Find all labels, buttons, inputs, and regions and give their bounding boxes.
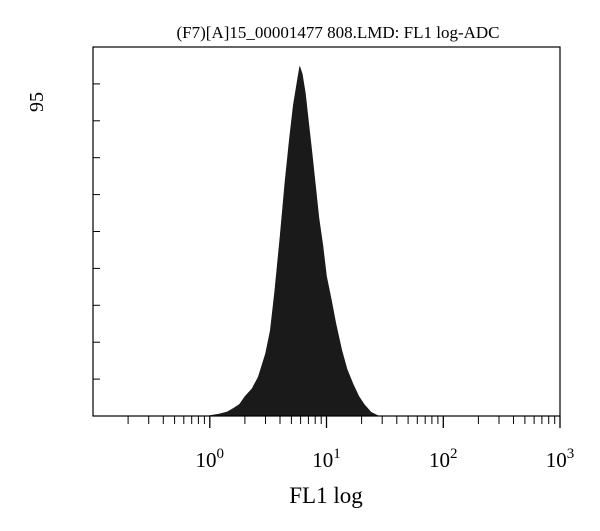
x-tick-label: 102	[429, 446, 458, 472]
chart-title: (F7)[A]15_00001477 808.LMD: FL1 log-ADC	[177, 23, 500, 42]
x-tick-label: 100	[196, 446, 225, 472]
x-axis-ticks	[127, 416, 561, 428]
y-axis-ticks	[93, 83, 100, 417]
x-tick-label: 101	[312, 446, 341, 472]
x-axis-label: FL1 log	[289, 483, 363, 508]
y-axis-max-label: 95	[26, 92, 48, 112]
x-axis-tick-labels: 100 101 102 103	[196, 446, 575, 472]
x-tick-label: 103	[546, 446, 575, 472]
histogram-series-0	[207, 66, 379, 417]
series-layer	[207, 66, 379, 417]
